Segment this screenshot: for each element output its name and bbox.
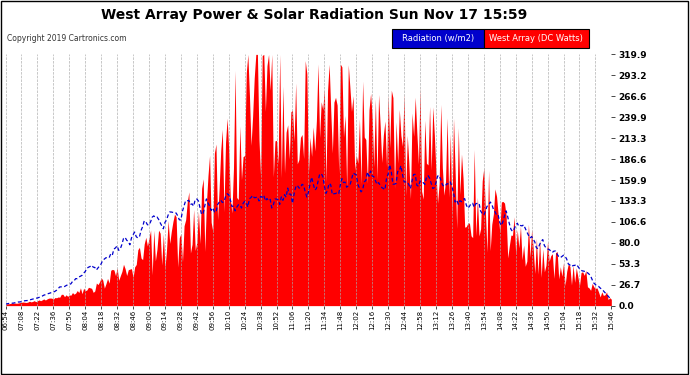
Text: West Array Power & Solar Radiation Sun Nov 17 15:59: West Array Power & Solar Radiation Sun N… [101, 8, 527, 22]
Text: Radiation (w/m2): Radiation (w/m2) [402, 34, 474, 43]
Text: West Array (DC Watts): West Array (DC Watts) [489, 34, 583, 43]
Text: Copyright 2019 Cartronics.com: Copyright 2019 Cartronics.com [7, 34, 126, 43]
